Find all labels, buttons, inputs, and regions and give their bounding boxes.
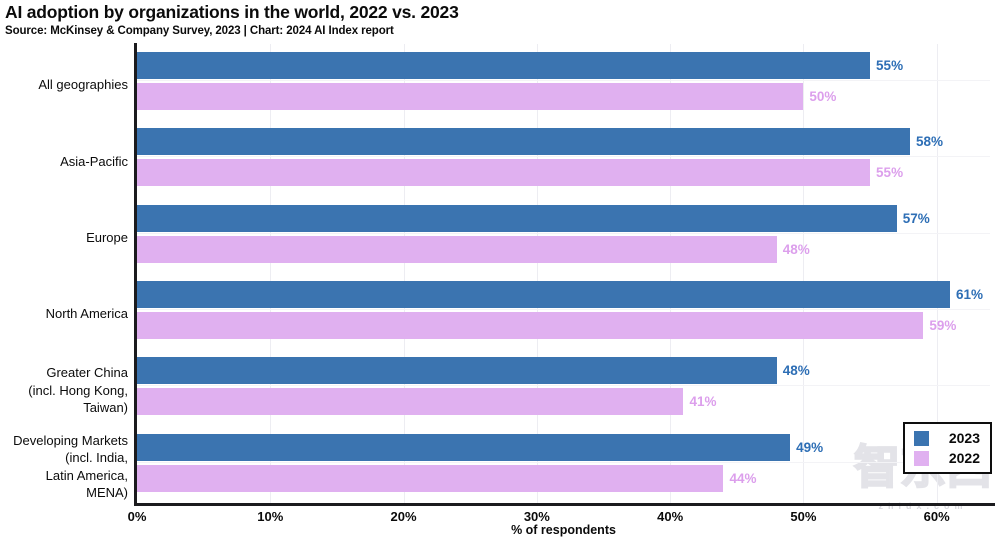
bar-group: 55% 50% [137,47,990,123]
gridline [137,308,990,310]
category-label: Developing Markets (incl. India, Latin Ame… [13,432,128,501]
bar-row: 61% [137,280,990,308]
bar-2022 [137,83,804,110]
bar-value-label: 44% [729,470,757,486]
bar-2022 [137,235,777,263]
x-tick-label: 60% [923,509,950,524]
chart-subtitle: Source: McKinsey & Company Survey, 2023 … [5,25,394,37]
category-label: Greater China (incl. Hong Kong, Taiwan) [28,365,128,416]
category-label: North America [45,306,128,322]
category-label: Europe [86,230,128,246]
bar-value-label: 58% [916,134,944,150]
y-axis-spine [134,43,137,506]
bar-value-label: 41% [689,394,717,410]
legend-label-2022: 2022 [948,450,980,466]
plot-area: 55% 50% 58% 55% 57% 48% 61% 59% 48% 41% 49% 44% 202… [137,44,992,505]
gridline [536,44,538,505]
legend-swatch-2023 [914,430,929,446]
bar-2023 [137,52,871,79]
bar-2023 [137,128,911,156]
gridline [403,44,405,505]
bar-row: 55% [137,52,990,79]
bar-2023 [137,280,951,308]
bar-value-label: 55% [876,165,904,181]
bar-row: 58% [137,128,990,156]
bar-group: 58% 55% [137,123,990,199]
bar-value-label: 55% [876,58,904,73]
gridline [670,44,672,505]
gridline [137,461,990,463]
bar-row: 55% [137,159,990,187]
bar-value-label: 57% [902,210,930,226]
gridline [803,44,805,505]
legend-swatch-2022 [914,450,929,466]
bar-row: 41% [137,388,990,416]
x-axis-ticks: 0% 10% 20% 30% 40% 50% 60% [128,509,990,524]
x-axis-label: % of respondents [511,523,616,537]
bar-2023 [137,204,897,232]
bar-value-label: 50% [809,89,837,104]
bar-value-label: 48% [782,363,810,379]
x-tick-label: 50% [790,509,817,524]
bar-2022 [137,159,871,187]
bar-2022 [137,464,724,492]
bar-group: 61% 59% [137,276,990,352]
x-tick-label: 10% [257,509,284,524]
gridline [137,232,990,234]
x-tick-label: 20% [390,509,417,524]
x-tick-label: 30% [523,509,550,524]
x-axis-spine [134,503,995,506]
bar-row: 44% [137,464,990,492]
watermark-domain-text: zhidx.com [878,501,968,511]
bar-row: 48% [137,357,990,385]
chart-title: AI adoption by organizations in the worl… [5,2,459,22]
bar-2022 [137,311,924,339]
bar-row: 57% [137,204,990,232]
legend: 2023 2022 [903,422,992,474]
bar-row: 48% [137,235,990,263]
gridline [137,156,990,158]
bar-value-label: 49% [796,439,824,455]
bar-row: 49% [137,433,990,461]
bar-value-label: 59% [929,317,957,333]
bar-group: 49% 44% [137,429,990,505]
legend-label-2023: 2023 [948,430,980,446]
bar-2022 [137,388,684,416]
gridline [936,44,938,505]
bar-value-label: 61% [956,286,984,302]
bar-row: 50% [137,83,990,110]
y-axis-category-labels: All geographies Asia-Pacific Europe North A… [0,47,128,505]
x-tick-label: 40% [657,509,684,524]
gridline [270,44,272,505]
category-label: All geographies [38,77,128,93]
bar-value-label: 48% [782,241,810,257]
bar-2023 [137,357,777,385]
bar-group: 57% 48% [137,200,990,276]
x-tick-label: 0% [127,509,147,524]
legend-item-2022: 2022 [914,450,980,466]
category-label: Asia-Pacific [60,153,128,169]
gridline [137,80,990,81]
legend-item-2023: 2023 [914,430,980,446]
bar-row: 59% [137,311,990,339]
bar-2023 [137,433,791,461]
gridline [137,385,990,387]
bar-group: 48% 41% [137,352,990,428]
